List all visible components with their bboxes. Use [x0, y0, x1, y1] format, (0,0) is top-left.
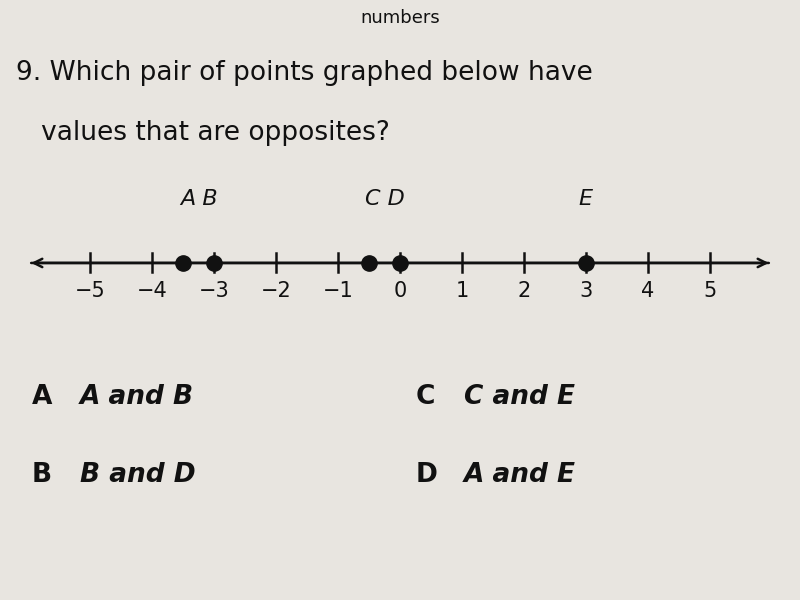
Text: A B: A B	[180, 188, 218, 209]
Text: 1: 1	[455, 281, 469, 301]
Text: A and B: A and B	[80, 384, 194, 410]
Text: E: E	[579, 188, 593, 209]
Text: A: A	[32, 384, 52, 410]
Text: 4: 4	[641, 281, 654, 301]
Text: A and E: A and E	[464, 462, 576, 488]
Text: 9. Which pair of points graphed below have: 9. Which pair of points graphed below ha…	[16, 60, 593, 86]
Text: 3: 3	[579, 281, 593, 301]
Text: numbers: numbers	[360, 9, 440, 27]
Text: 0: 0	[394, 281, 406, 301]
Text: values that are opposites?: values that are opposites?	[16, 120, 390, 146]
Text: B: B	[32, 462, 52, 488]
Text: −3: −3	[199, 281, 230, 301]
Text: D: D	[416, 462, 438, 488]
Text: 5: 5	[703, 281, 716, 301]
Text: C and E: C and E	[464, 384, 575, 410]
Text: B and D: B and D	[80, 462, 196, 488]
Text: −4: −4	[137, 281, 168, 301]
Text: 2: 2	[518, 281, 530, 301]
Text: −1: −1	[322, 281, 354, 301]
Text: −2: −2	[261, 281, 291, 301]
Text: C: C	[416, 384, 435, 410]
Text: C D: C D	[365, 188, 404, 209]
Text: −5: −5	[75, 281, 106, 301]
